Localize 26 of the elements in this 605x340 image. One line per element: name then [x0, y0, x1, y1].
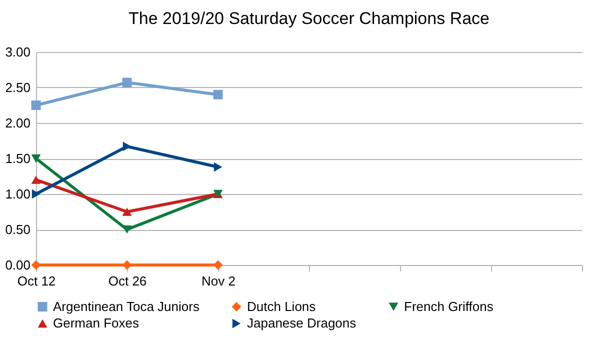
- y-tick-label: 3.00: [5, 44, 30, 60]
- x-tick-label: Nov 2: [202, 274, 236, 288]
- point: [213, 260, 223, 270]
- y-tick-label: 1.50: [5, 151, 30, 166]
- legend-label: Argentinean Toca Juniors: [53, 298, 200, 314]
- legend-label: Dutch Lions: [247, 298, 316, 314]
- legend-label: Japanese Dragons: [247, 316, 357, 330]
- point: [122, 142, 132, 152]
- point: [32, 189, 40, 199]
- point: [122, 225, 132, 234]
- y-tick-label: 2.00: [5, 116, 30, 130]
- y-tick-label: 2.50: [5, 80, 30, 95]
- y-tick-label: 1.00: [5, 186, 30, 202]
- point: [122, 260, 132, 270]
- y-tick-label: 0.00: [5, 258, 30, 272]
- point: [31, 154, 41, 163]
- legend-label: German Foxes: [53, 316, 140, 330]
- y-tick-label: 0.50: [5, 222, 30, 237]
- x-tick-label: Oct 12: [17, 274, 56, 288]
- point: [214, 162, 222, 172]
- point: [31, 100, 41, 110]
- chart-title: The 2019/20 Saturday Soccer Champions Race: [128, 9, 490, 28]
- point: [213, 90, 223, 100]
- point: [122, 78, 132, 88]
- legend-label: French Griffons: [404, 298, 494, 314]
- x-tick-label: Oct 26: [108, 274, 147, 288]
